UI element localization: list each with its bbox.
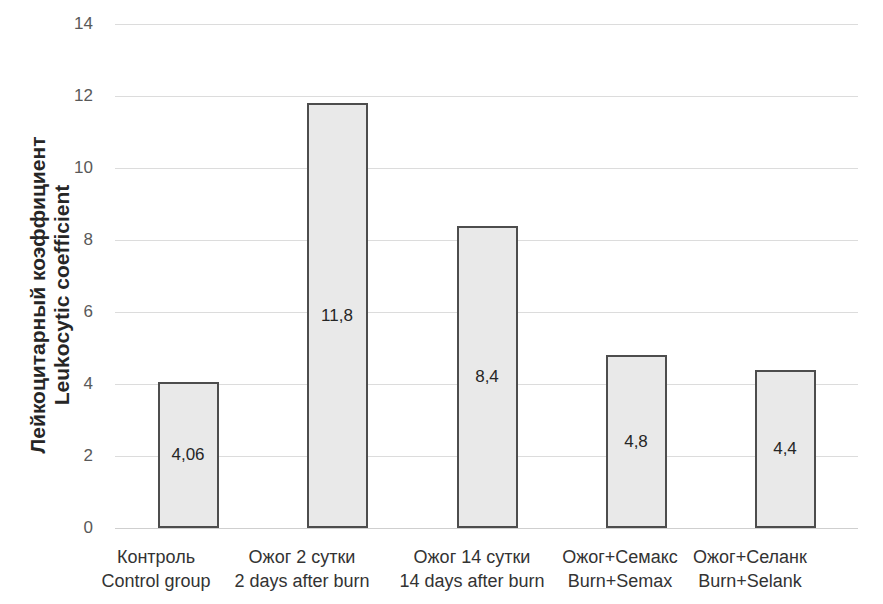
bar-value-label: 4,06 bbox=[171, 445, 204, 465]
y-axis-title-line-en: Leukocytic coefficient bbox=[50, 137, 74, 454]
category-label: Ожог 2 сутки2 days after burn bbox=[234, 545, 369, 593]
category-label-en: Burn+Selank bbox=[693, 569, 807, 593]
gridline bbox=[115, 24, 858, 25]
bar-value-label: 4,8 bbox=[624, 432, 648, 452]
bar-value-label: 8,4 bbox=[475, 367, 499, 387]
category-label-ru: Ожог+Селанк bbox=[693, 545, 807, 569]
category-label: Ожог+СеланкBurn+Selank bbox=[693, 545, 807, 593]
bar: 8,4 bbox=[457, 226, 518, 528]
bar: 11,8 bbox=[307, 103, 368, 528]
bar: 4,06 bbox=[158, 382, 219, 528]
category-label-en: Burn+Semax bbox=[562, 569, 678, 593]
category-label-ru: Ожог 2 сутки bbox=[234, 545, 369, 569]
gridline bbox=[115, 168, 858, 169]
y-tick-label: 10 bbox=[38, 158, 93, 178]
bar-value-label: 4,4 bbox=[773, 439, 797, 459]
y-tick-label: 6 bbox=[38, 302, 93, 322]
category-label: Ожог+СемаксBurn+Semax bbox=[562, 545, 678, 593]
y-tick-label: 12 bbox=[38, 86, 93, 106]
plot-area: 4,06 11,8 8,4 4,8 4,4 bbox=[115, 24, 858, 528]
category-label-ru: Контроль bbox=[101, 545, 210, 569]
category-label-en: Control group bbox=[101, 569, 210, 593]
category-label-ru: Ожог+Семакс bbox=[562, 545, 678, 569]
y-tick-label: 0 bbox=[38, 518, 93, 538]
category-label-en: 14 days after burn bbox=[399, 569, 544, 593]
y-tick-label: 14 bbox=[38, 14, 93, 34]
y-axis-title-line-ru: Лейкоцитарный коэффициент bbox=[26, 137, 50, 454]
y-tick-label: 8 bbox=[38, 230, 93, 250]
category-label: Ожог 14 сутки14 days after burn bbox=[399, 545, 544, 593]
bar: 4,8 bbox=[606, 355, 667, 528]
y-axis-title: Лейкоцитарный коэффициент Leukocytic coe… bbox=[26, 137, 74, 454]
category-label: КонтрольControl group bbox=[101, 545, 210, 593]
bar-chart: Лейкоцитарный коэффициент Leukocytic coe… bbox=[0, 0, 883, 604]
y-tick-label: 4 bbox=[38, 374, 93, 394]
bar: 4,4 bbox=[755, 370, 816, 528]
gridline bbox=[115, 96, 858, 97]
category-label-ru: Ожог 14 сутки bbox=[399, 545, 544, 569]
y-tick-label: 2 bbox=[38, 446, 93, 466]
category-label-en: 2 days after burn bbox=[234, 569, 369, 593]
bar-value-label: 11,8 bbox=[321, 306, 353, 326]
